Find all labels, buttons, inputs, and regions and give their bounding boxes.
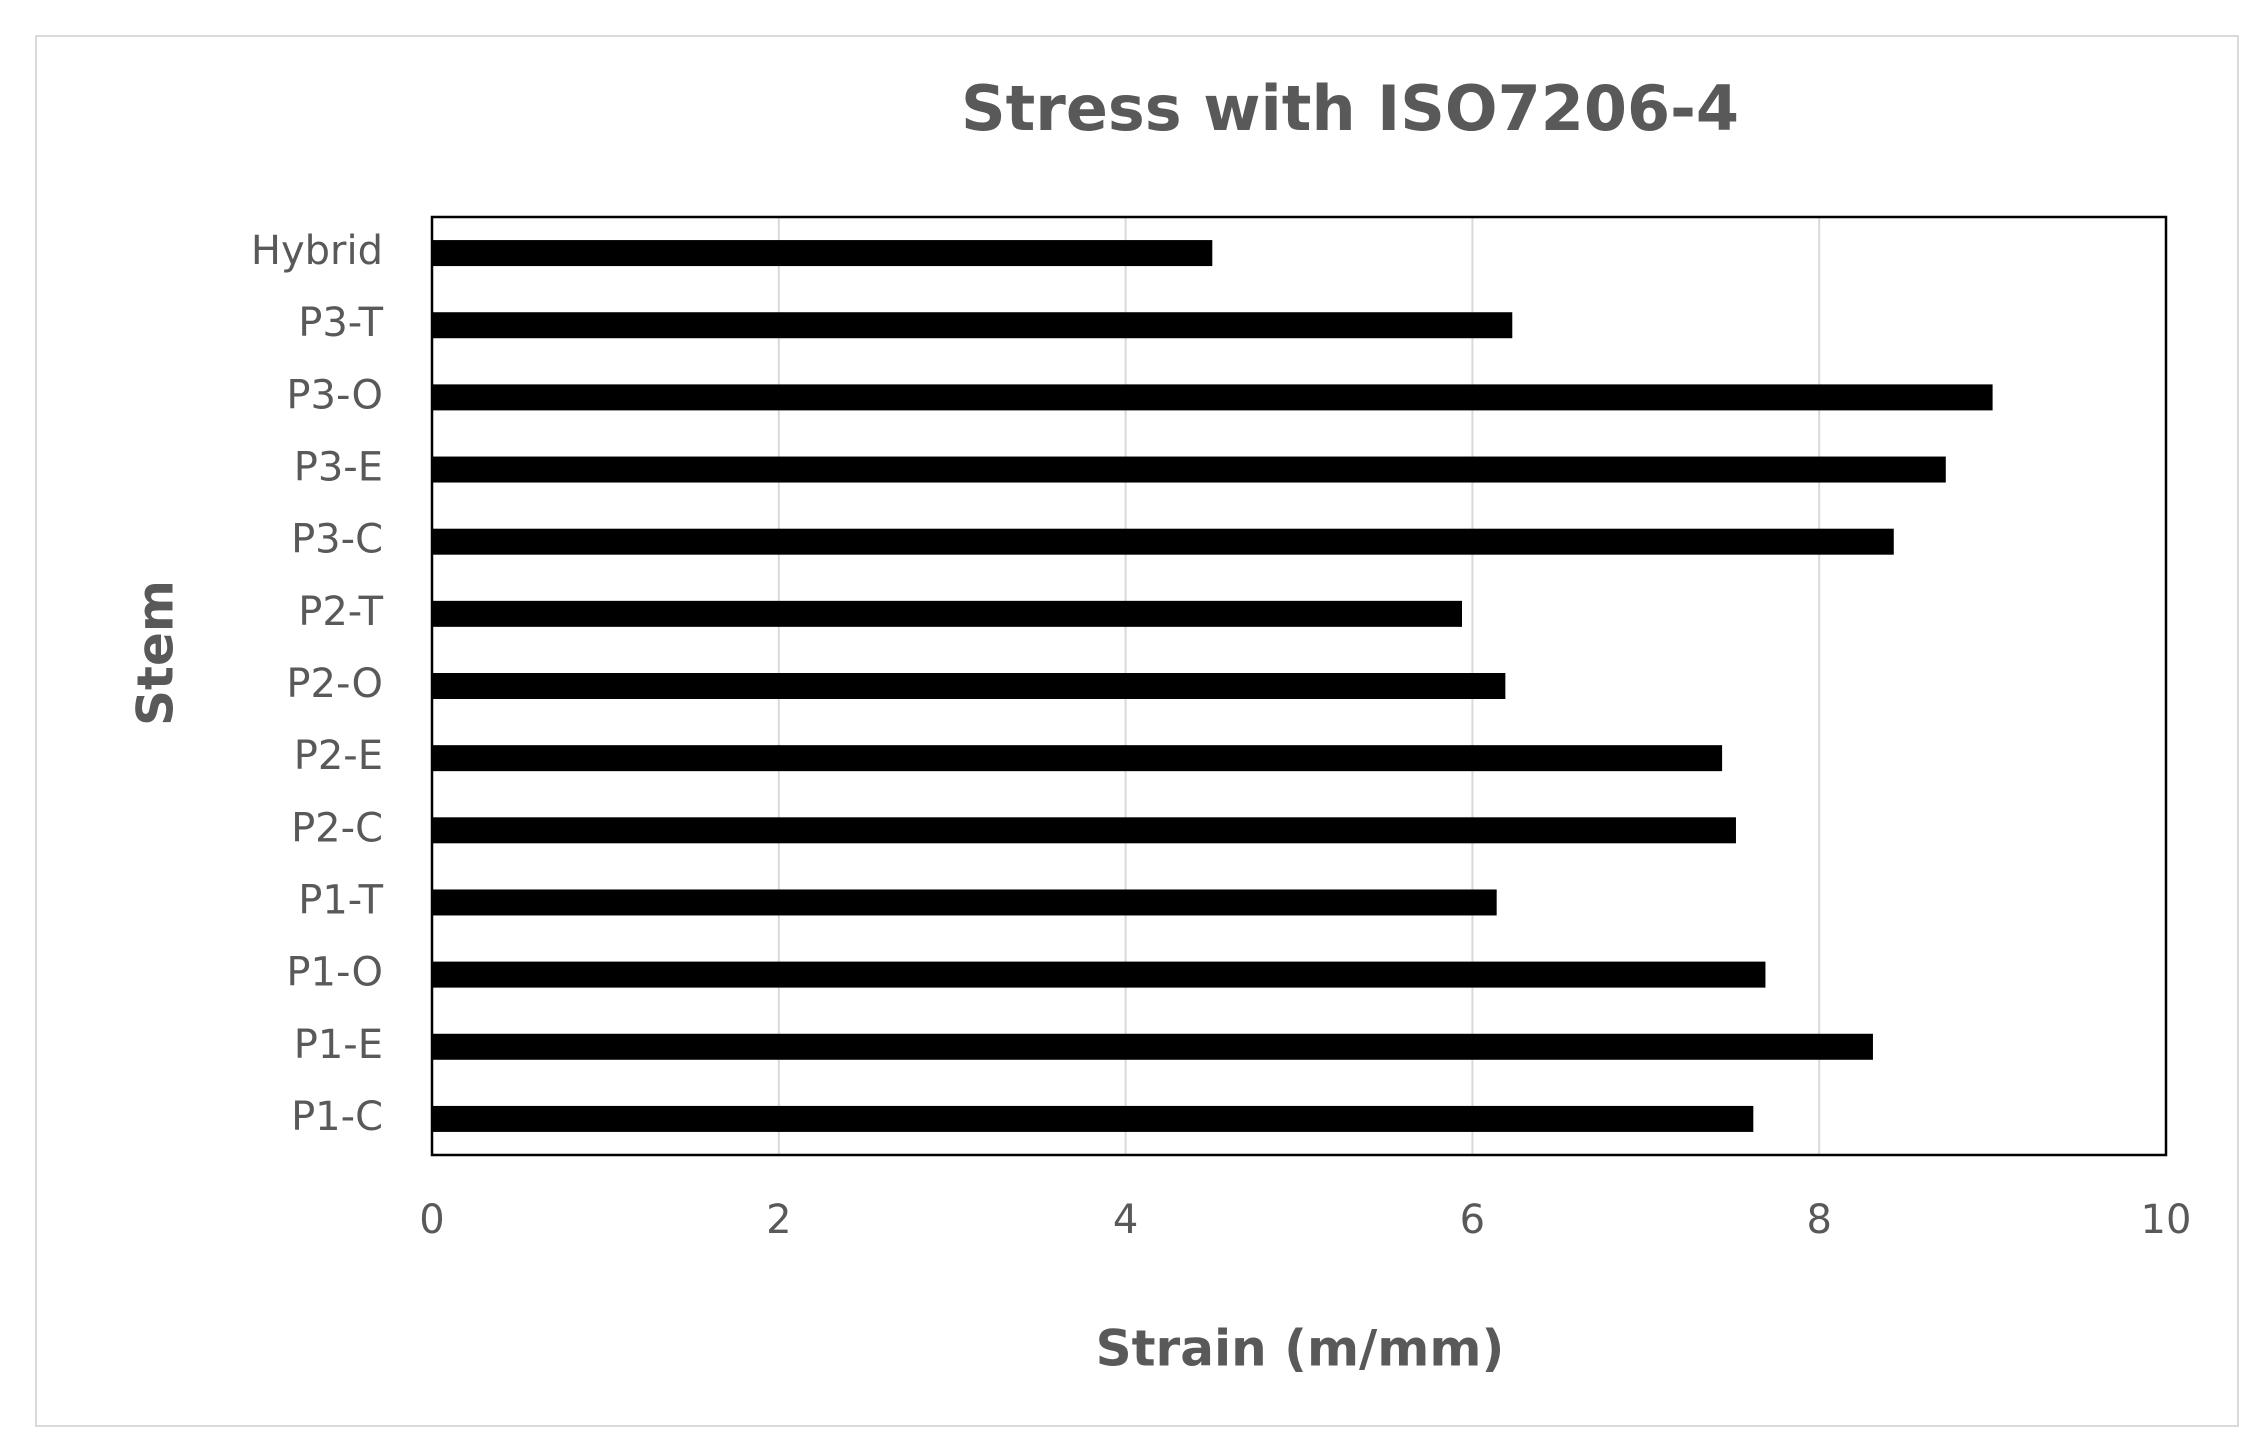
x-tick-label: 2	[766, 1197, 791, 1243]
y-tick-label: Hybrid	[251, 228, 383, 274]
bar	[432, 817, 1736, 844]
bar	[432, 673, 1506, 699]
y-tick-label: P3-T	[298, 300, 383, 346]
bar	[432, 240, 1213, 267]
x-tick-label: 10	[2141, 1197, 2192, 1243]
bar	[432, 1105, 1754, 1132]
bar	[432, 889, 1497, 916]
bar	[432, 384, 1993, 411]
x-axis-title: Strain (m/mm)	[1096, 1320, 1505, 1378]
bar	[432, 961, 1766, 988]
bar	[432, 456, 1946, 483]
y-tick-label: P3-O	[286, 372, 383, 418]
y-tick-label: P2-O	[286, 661, 383, 707]
x-tick-label: 0	[419, 1197, 444, 1243]
bar	[432, 1033, 1873, 1060]
y-tick-label: P3-E	[294, 445, 383, 491]
bar	[432, 312, 1513, 339]
y-tick-label: P1-T	[298, 877, 383, 923]
bar	[432, 528, 1894, 555]
x-tick-label: 4	[1113, 1197, 1138, 1243]
x-tick-label: 6	[1460, 1197, 1485, 1243]
chart-title: Stress with ISO7206-4	[961, 72, 1739, 145]
x-tick-label: 8	[1806, 1197, 1831, 1243]
y-axis-title: Stem	[127, 580, 185, 726]
y-tick-label: P2-C	[291, 805, 383, 851]
y-tick-label: P2-T	[298, 589, 383, 635]
bar	[432, 600, 1462, 627]
y-tick-label: P1-E	[294, 1022, 383, 1068]
chart-border	[35, 35, 2239, 1427]
y-tick-label: P1-C	[291, 1094, 383, 1140]
y-tick-label: P1-O	[286, 950, 383, 996]
bar	[432, 745, 1723, 772]
y-tick-label: P3-C	[291, 517, 383, 563]
y-tick-label: P2-E	[294, 733, 383, 779]
